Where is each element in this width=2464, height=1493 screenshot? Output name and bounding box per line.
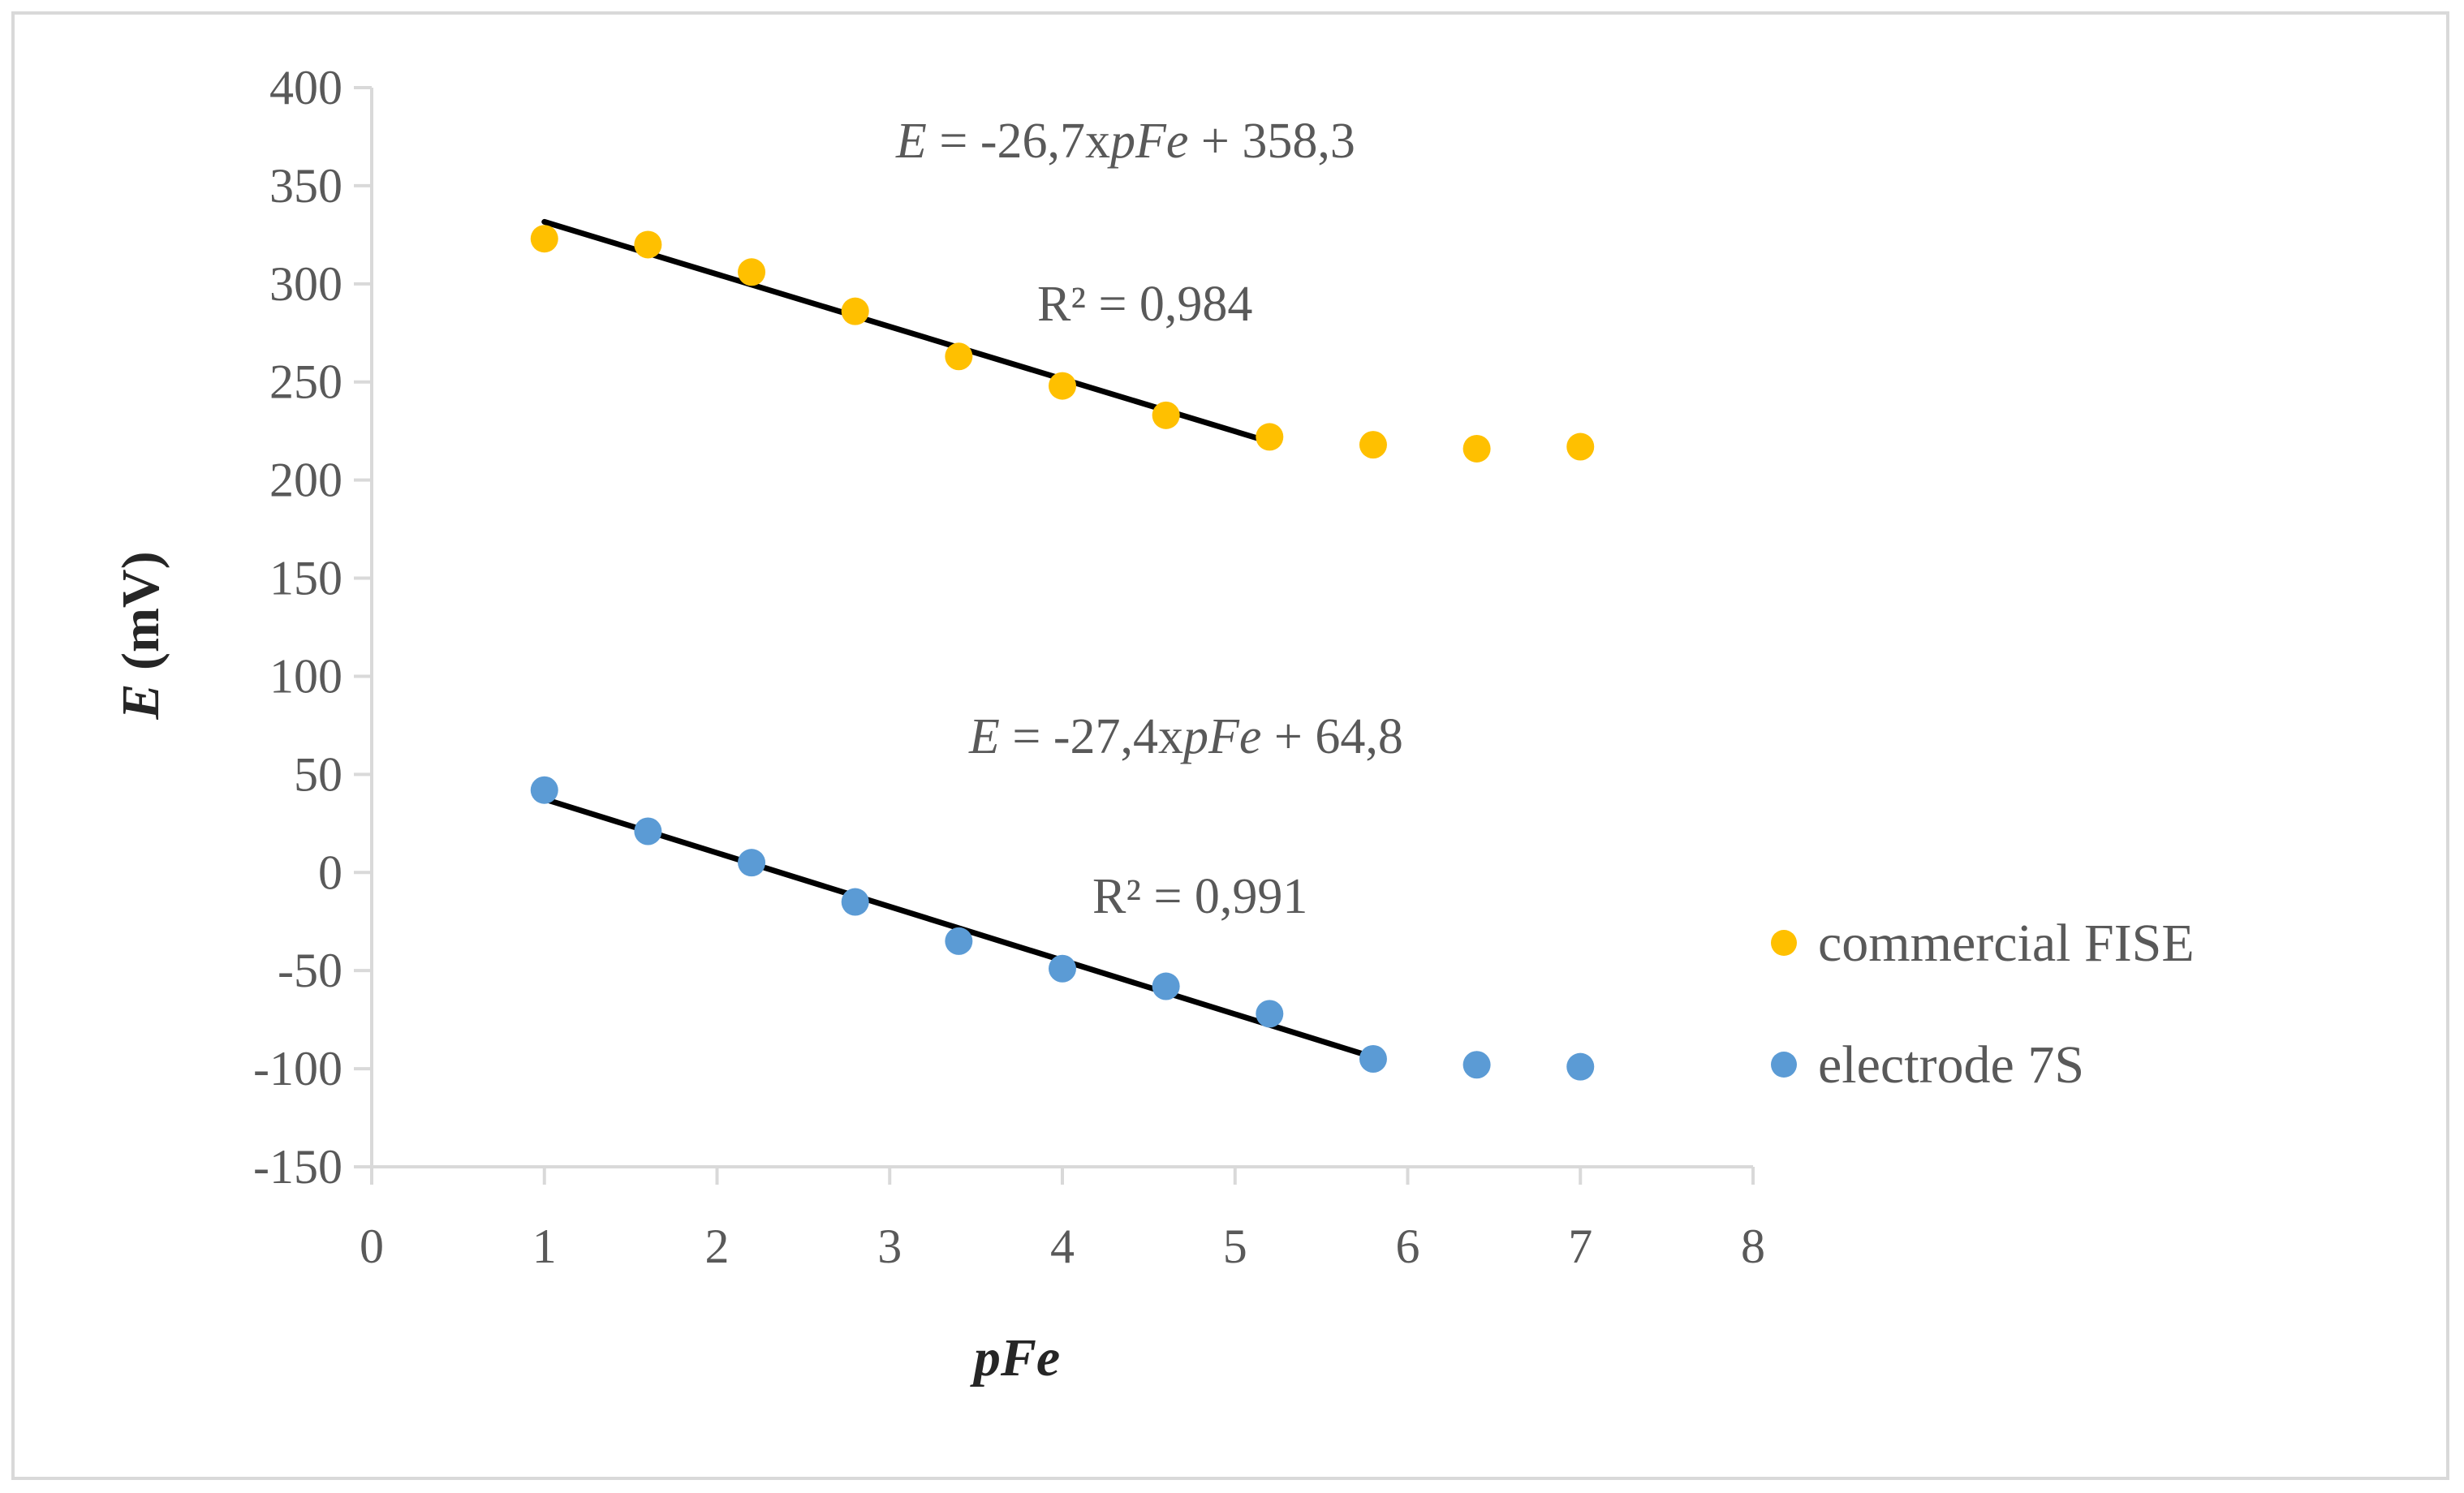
trendline-equation-electrode-7s: E = -27,4xpFe + 64,8 (968, 709, 1403, 764)
y-tick-label: 50 (294, 747, 342, 801)
electrode-7s-point (738, 849, 766, 877)
r-squared-electrode-7s: R² = 0,991 (1092, 869, 1307, 924)
y-tick-label: -150 (253, 1140, 342, 1194)
x-tick-label: 7 (1568, 1220, 1592, 1273)
electrode-7s-point (841, 888, 869, 916)
legend-label-electrode-7s: electrode 7S (1818, 1035, 2084, 1095)
commercial-fise-point (1049, 372, 1076, 400)
legend-marker-commercial-fise (1771, 930, 1797, 956)
y-tick-label: 300 (269, 257, 342, 311)
electrode-7s-point (1462, 1051, 1491, 1079)
annotations: E = -26,7xpFe + 358,3 R² = 0,984 E = -27,4… (895, 114, 1403, 924)
legend-label-commercial-fise: commercial FISE (1818, 914, 2195, 973)
legend-marker-electrode-7s (1771, 1052, 1797, 1078)
y-tick-label: 100 (269, 649, 342, 703)
x-tick-label: 2 (705, 1220, 730, 1273)
commercial-fise-point (945, 342, 973, 371)
y-tick-label: 150 (269, 552, 342, 605)
commercial-fise-point (1462, 434, 1491, 463)
electrode-7s-point (1566, 1052, 1595, 1081)
commercial-fise-point (530, 225, 558, 253)
x-tick-label: 3 (877, 1220, 902, 1273)
y-tick-label: 350 (269, 159, 342, 213)
electrode-7s-point (1256, 1000, 1284, 1028)
y-tick-label: 400 (269, 61, 342, 114)
chart-frame (11, 11, 2449, 1480)
electrode-7s-point (945, 927, 973, 955)
x-axis-title: pFe (970, 1328, 1060, 1388)
trendline-equation-commercial-fise: E = -26,7xpFe + 358,3 (895, 114, 1355, 169)
x-tick-label: 4 (1050, 1220, 1075, 1273)
y-axis-title: E (mV) (111, 551, 170, 720)
data-points (530, 225, 1595, 1081)
x-tick-label: 8 (1741, 1220, 1765, 1273)
x-tick-label: 6 (1396, 1220, 1420, 1273)
electrode-7s-point (1152, 972, 1180, 1000)
legend[interactable]: commercial FISE electrode 7S (1771, 914, 2195, 1095)
x-tick-label: 1 (532, 1220, 557, 1273)
commercial-fise-point (1566, 432, 1595, 461)
y-tick-label: -100 (253, 1042, 342, 1095)
commercial-fise-point (1256, 423, 1284, 451)
r-squared-commercial-fise: R² = 0,984 (1037, 277, 1252, 332)
x-tick-label: 5 (1223, 1220, 1247, 1273)
axes: -150 -100 -50 0 50 100 150 200 250 300 350 400 0 1 2 3 4… (111, 61, 1765, 1388)
y-tick-label: 250 (269, 355, 342, 409)
commercial-fise-point (1152, 401, 1180, 429)
commercial-fise-point (634, 230, 662, 259)
commercial-fise-point (1359, 431, 1387, 459)
electrode-7s-point (1049, 954, 1076, 983)
electrode-7s-point (634, 817, 662, 845)
y-tick-label: -50 (278, 944, 342, 997)
trendline-commercial-fise (541, 218, 1273, 445)
commercial-fise-point (738, 258, 766, 286)
x-tick-label: 0 (360, 1220, 384, 1273)
y-tick-label: 200 (269, 454, 342, 507)
y-tick-label: 0 (318, 845, 342, 899)
electrode-7s-point (530, 776, 558, 804)
electrode-7s-point (1359, 1045, 1387, 1073)
commercial-fise-point (841, 297, 869, 325)
